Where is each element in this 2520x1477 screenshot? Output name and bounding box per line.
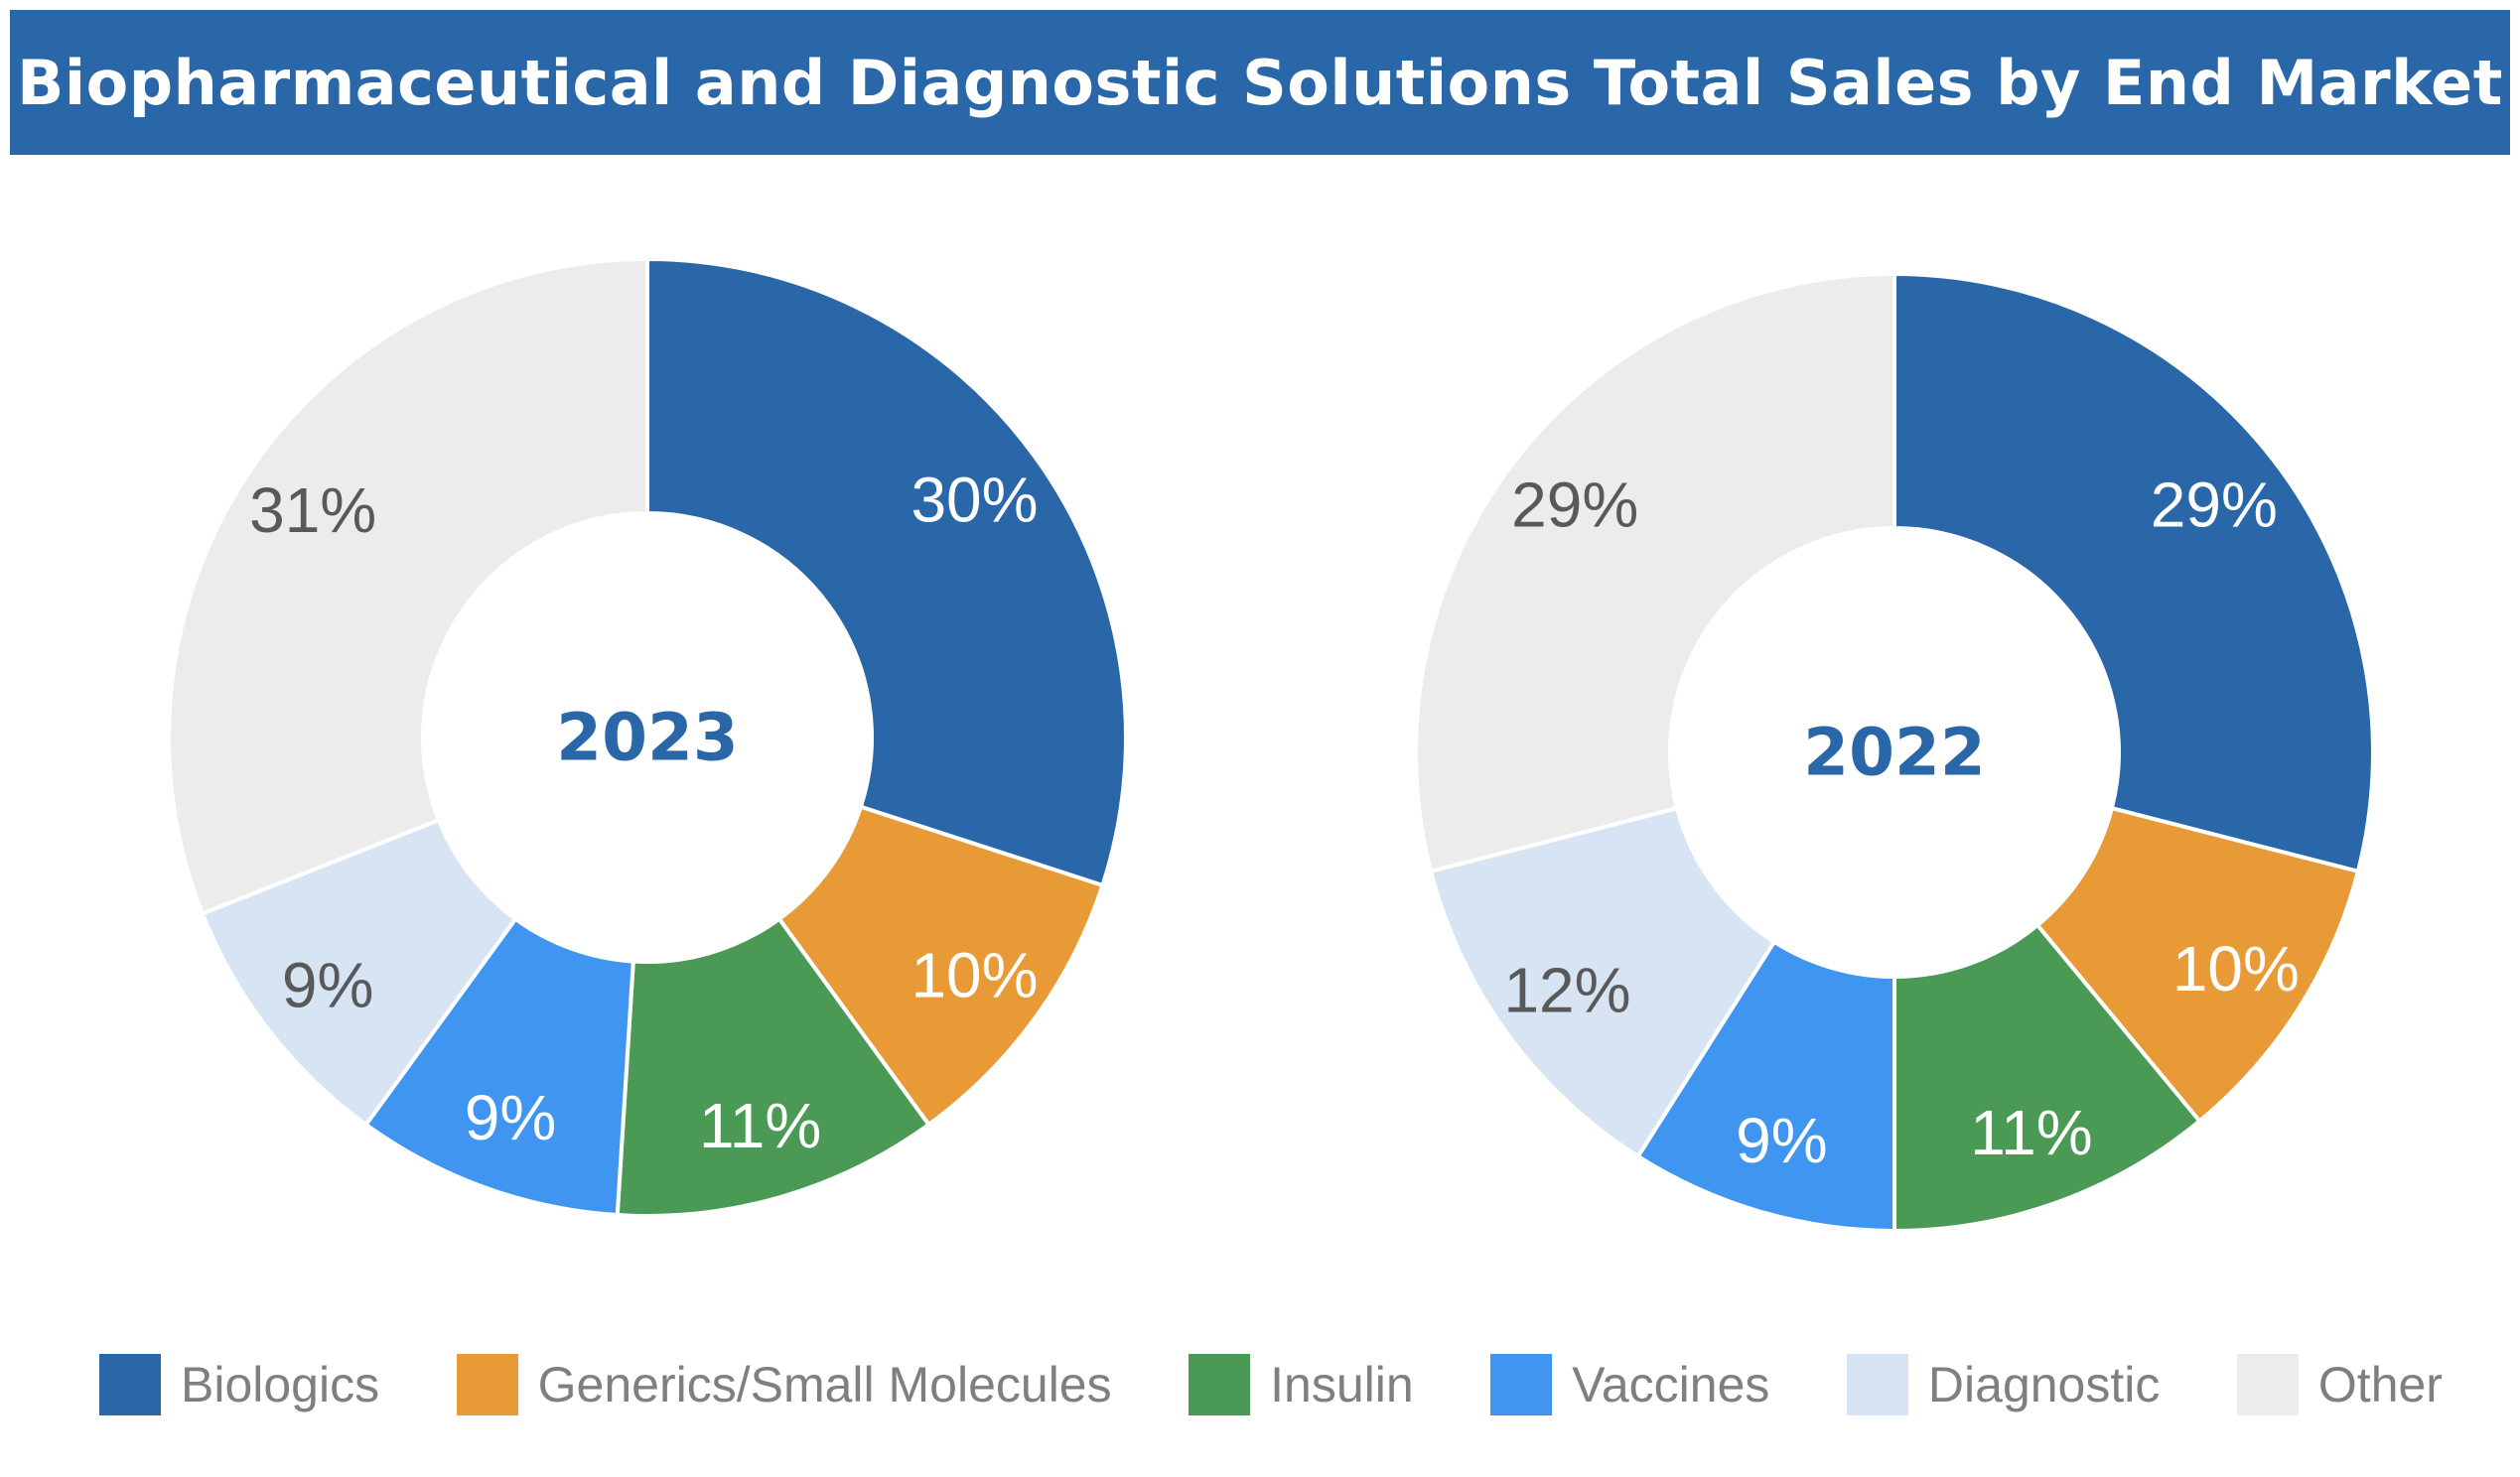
chart-title: Biopharmaceutical and Diagnostic Solutio… [17,46,2503,119]
slice-2022-biologics [1892,271,2375,874]
slice-2023-insulin [615,916,932,1218]
legend-item-other: Other [2236,1354,2443,1415]
data-label-2023-biologics: 30% [910,465,1038,536]
legend-swatch-diagnostic [1846,1354,1908,1415]
legend-swatch-vaccines [1490,1354,1553,1415]
slice-2022-other [1414,271,1896,874]
data-label-2022-insulin: 11% [1970,1097,2092,1168]
center-label-2023: 2023 [556,700,739,776]
data-label-2023-generics-small-molecules: 10% [910,939,1038,1010]
legend-label-diagnostic: Diagnostic [1927,1357,2161,1412]
data-label-2022-other: 29% [1511,469,1638,540]
data-label-2022-generics-small-molecules: 10% [2172,933,2300,1005]
data-label-2023-diagnostic: 9% [282,950,374,1021]
legend-item-vaccines: Vaccines [1490,1354,1769,1415]
donut-chart-2023: 30% 10% 11% 9% 9% 31% 2023 [167,256,1128,1218]
legend-swatch-insulin [1189,1354,1251,1415]
legend-label-generics: Generics/Small Molecules [537,1357,1112,1412]
legend: Biologics Generics/Small Molecules Insul… [99,1350,2443,1419]
data-label-2022-biologics: 29% [2151,469,2278,540]
legend-label-insulin: Insulin [1270,1357,1414,1412]
slice-2022-insulin [1892,922,2203,1234]
data-label-2022-vaccines: 9% [1736,1105,1828,1176]
slice-2022-generics-small-molecules [2034,805,2361,1125]
data-label-2022-diagnostic: 12% [1503,954,1630,1025]
slice-2023-biologics [645,256,1128,888]
slice-2023-generics-small-molecules [776,804,1105,1128]
donut-chart-2022: 29% 10% 11% 9% 12% 29% 2022 [1414,271,2375,1234]
legend-swatch-biologics [99,1354,161,1415]
legend-swatch-other [2236,1354,2299,1415]
legend-swatch-generics [456,1354,518,1415]
legend-item-insulin: Insulin [1189,1354,1414,1415]
slice-2022-diagnostic [1428,805,1777,1159]
legend-item-generics: Generics/Small Molecules [456,1354,1112,1415]
data-label-2023-other: 31% [249,474,376,546]
slice-2023-other [167,256,649,917]
data-label-2023-insulin: 11% [699,1090,821,1161]
legend-item-diagnostic: Diagnostic [1846,1354,2161,1415]
data-label-2023-vaccines: 9% [465,1082,557,1153]
legend-label-vaccines: Vaccines [1572,1357,1770,1412]
title-bar: Biopharmaceutical and Diagnostic Solutio… [10,10,2510,155]
center-label-2022: 2022 [1803,715,1986,791]
legend-item-biologics: Biologics [99,1354,379,1415]
legend-label-biologics: Biologics [181,1357,380,1412]
legend-label-other: Other [2317,1357,2443,1412]
donut-charts: 30% 10% 11% 9% 9% 31% 2023 29% 10% 11% 9% 12% 29% 20… [167,256,2375,1234]
